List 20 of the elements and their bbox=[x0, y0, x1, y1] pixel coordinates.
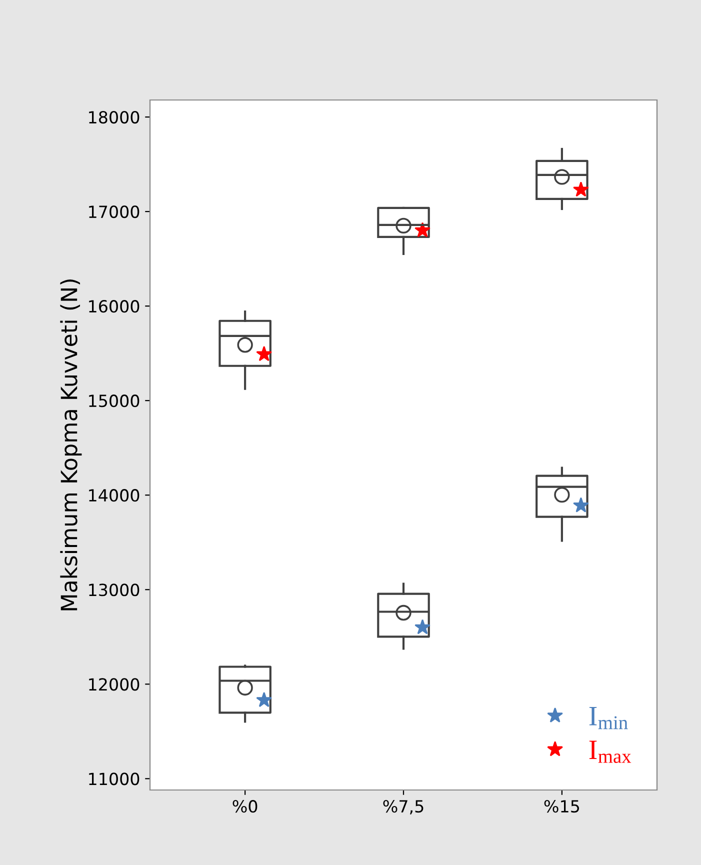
x-tick-label: %15 bbox=[544, 800, 580, 813]
y-tick-label: 13000 bbox=[89, 584, 140, 596]
y-tick-label: 18000 bbox=[89, 110, 140, 124]
y-tick-label: 11000 bbox=[89, 772, 140, 786]
y-axis-title: Maksimum Kopma Kuvveti (N) bbox=[60, 280, 82, 610]
point bbox=[414, 619, 430, 634]
legend-label: I$_{max}$ bbox=[589, 740, 632, 763]
y-tick-label: 12000 bbox=[89, 678, 140, 691]
y-tick-label: 14000 bbox=[89, 489, 140, 502]
y-tick-label: 16000 bbox=[89, 300, 140, 313]
y-tick-label: 17000 bbox=[89, 205, 140, 218]
x-tick-label: %7,5 bbox=[383, 800, 424, 814]
point bbox=[256, 692, 272, 708]
point bbox=[572, 497, 589, 512]
point bbox=[414, 222, 430, 238]
point bbox=[572, 181, 589, 197]
y-tick-label: 15000 bbox=[89, 394, 140, 408]
point bbox=[256, 346, 272, 362]
legend-label: I$_{min}$ bbox=[589, 707, 628, 730]
x-tick-label: %0 bbox=[232, 800, 258, 813]
